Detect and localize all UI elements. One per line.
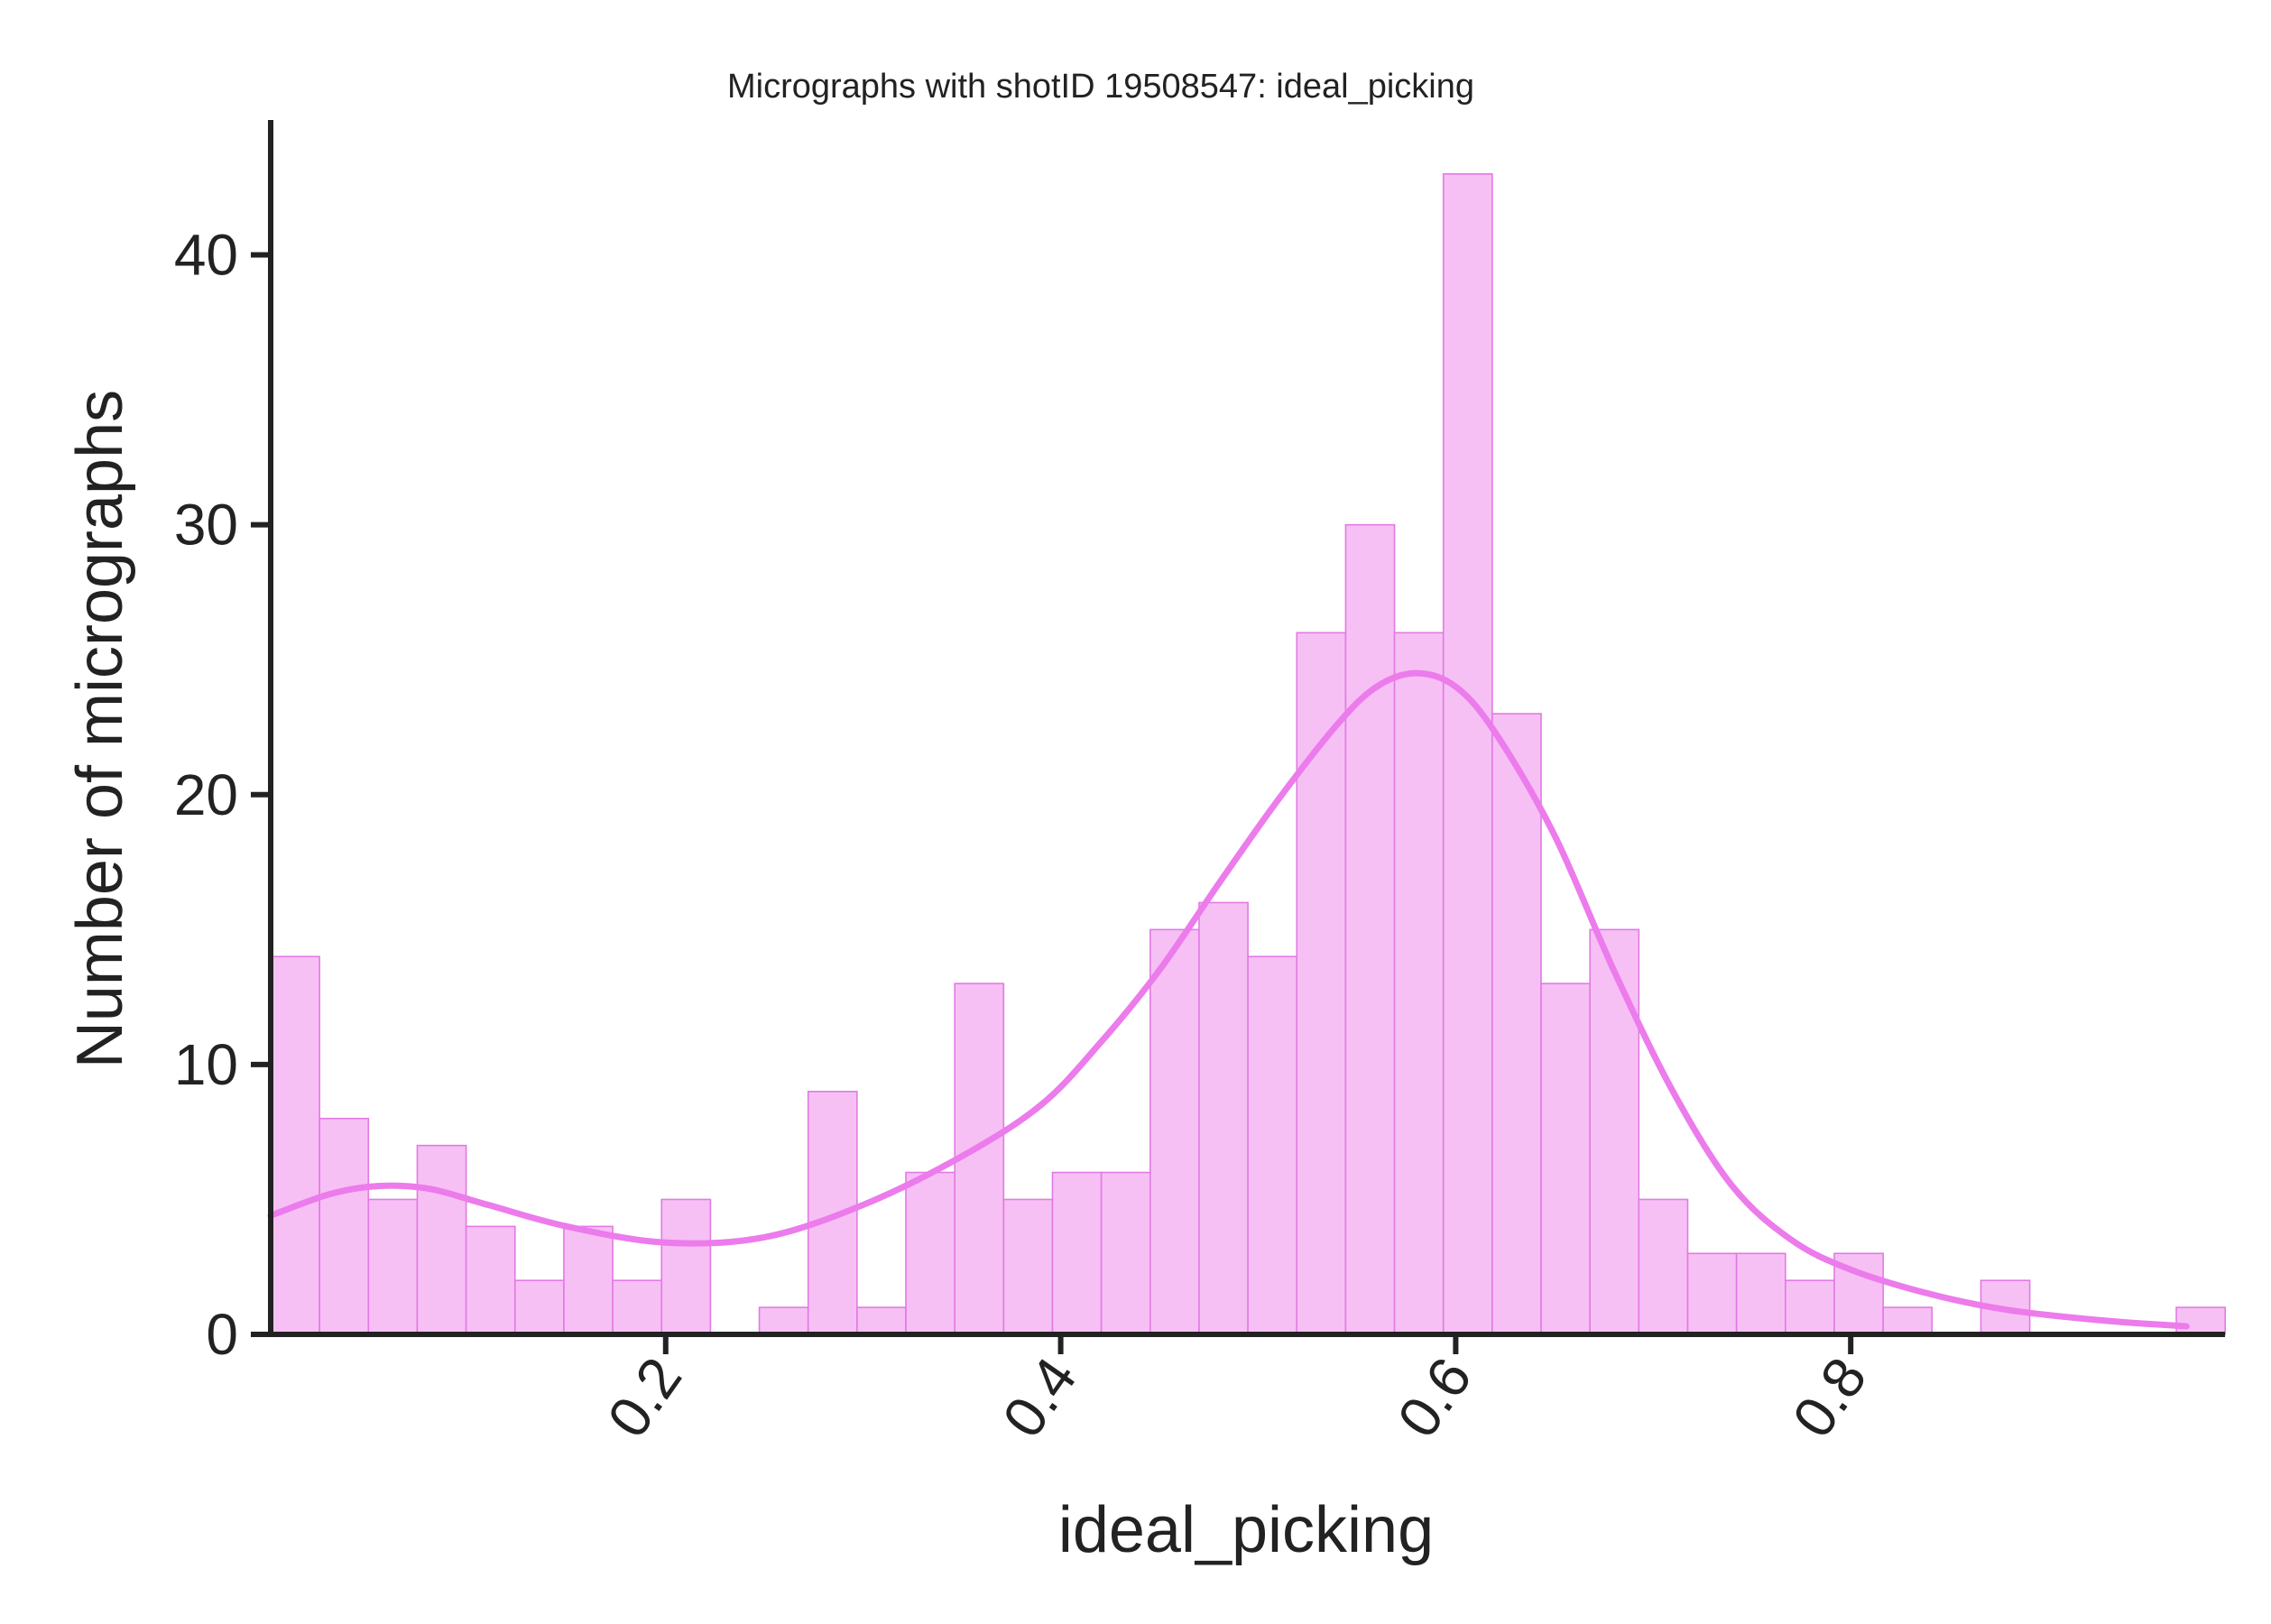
histogram-bar: [1686, 1252, 1738, 1335]
histogram-bar: [905, 1171, 955, 1335]
histogram-bar: [1247, 955, 1298, 1335]
y-tick-label: 30: [174, 493, 238, 558]
histogram-bar: [1198, 901, 1249, 1335]
x-tick-label: 0.8: [1780, 1346, 1879, 1449]
y-tick-label: 40: [174, 223, 238, 288]
histogram-bar: [1589, 928, 1640, 1335]
histogram-bars: [270, 173, 2227, 1335]
histogram-bar: [856, 1306, 907, 1335]
histogram-bar: [465, 1225, 516, 1335]
y-tick-label: 20: [174, 762, 238, 827]
histogram-bar: [1491, 713, 1542, 1335]
histogram-bar: [1051, 1171, 1103, 1335]
x-axis-ticks: 0.2 0.4 0.6 0.8: [595, 1334, 1879, 1449]
x-tick-label: 0.6: [1385, 1346, 1484, 1449]
histogram-bar: [270, 955, 320, 1335]
histogram-bar: [1785, 1279, 1835, 1335]
histogram-bar: [1735, 1252, 1786, 1335]
histogram-bar: [1344, 523, 1396, 1335]
histogram-bar: [1393, 632, 1445, 1335]
x-tick-label: 0.4: [990, 1346, 1089, 1449]
histogram-bar: [1002, 1198, 1054, 1335]
chart-title: Micrographs with shotID 19508547: ideal_…: [727, 68, 1474, 106]
histogram-bar: [1100, 1171, 1151, 1335]
histogram-bar: [367, 1198, 419, 1335]
y-tick-label: 0: [206, 1302, 238, 1367]
histogram-bar: [563, 1225, 614, 1335]
y-axis-label: Number of micrographs: [64, 390, 136, 1068]
y-tick-label: 10: [174, 1032, 238, 1097]
histogram-bar: [758, 1306, 809, 1335]
histogram-bar: [1296, 632, 1347, 1335]
histogram-bar: [612, 1279, 663, 1335]
histogram-bar: [660, 1198, 712, 1335]
histogram-bar: [416, 1144, 467, 1335]
histogram-bar: [1882, 1306, 1934, 1335]
kde-curve: [267, 669, 2190, 1330]
x-axis-label: ideal_picking: [1058, 1494, 1434, 1566]
histogram-bar: [1540, 983, 1591, 1335]
histogram-bar: [513, 1279, 565, 1335]
histogram-bar: [1149, 928, 1200, 1335]
y-axis-ticks: 0 10 20 30 40: [174, 223, 271, 1367]
histogram-bar: [318, 1117, 370, 1335]
histogram-bar: [2175, 1306, 2227, 1335]
histogram-bar: [1442, 173, 1493, 1335]
histogram-bar: [1638, 1198, 1689, 1335]
x-tick-label: 0.2: [595, 1346, 694, 1449]
